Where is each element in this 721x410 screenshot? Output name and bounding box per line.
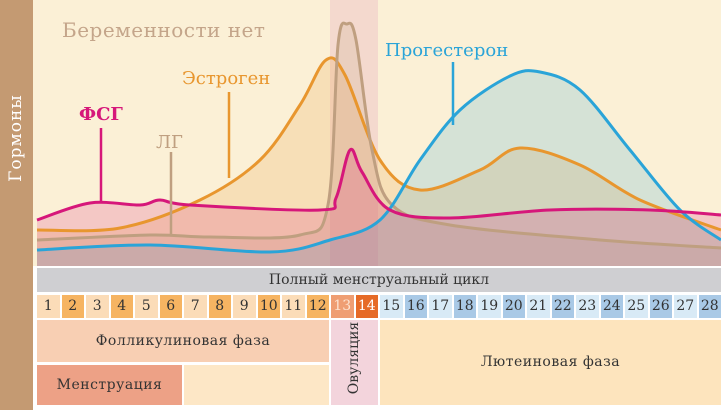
lh-curve xyxy=(36,21,721,250)
day-13: 13 xyxy=(331,295,354,318)
day-11: 11 xyxy=(282,295,305,318)
luteal-phase: Лютеиновая фаза xyxy=(380,320,721,405)
day-9: 9 xyxy=(233,295,256,318)
day-2: 2 xyxy=(61,295,84,318)
lh-curve-area xyxy=(37,23,721,266)
day-7: 7 xyxy=(184,295,207,318)
day-26: 26 xyxy=(649,295,672,318)
day-24: 24 xyxy=(600,295,623,318)
day-4: 4 xyxy=(110,295,133,318)
label-lh: ЛГ xyxy=(156,132,183,153)
day-8: 8 xyxy=(208,295,231,318)
day-6: 6 xyxy=(159,295,182,318)
day-27: 27 xyxy=(674,295,697,318)
day-19: 19 xyxy=(478,295,501,318)
label-fsh: ФСГ xyxy=(79,104,123,125)
day-25: 25 xyxy=(625,295,648,318)
day-20: 20 xyxy=(502,295,525,318)
day-22: 22 xyxy=(551,295,574,318)
day-1: 1 xyxy=(37,295,60,318)
y-axis-bar: Гормоны xyxy=(0,0,33,410)
y-axis-label: Гормоны xyxy=(6,94,26,182)
cycle-header: Полный менструальный цикл xyxy=(37,268,721,292)
day-12: 12 xyxy=(306,295,329,318)
hormone-curves xyxy=(33,0,721,266)
day-5: 5 xyxy=(135,295,158,318)
day-28: 28 xyxy=(698,295,721,318)
day-23: 23 xyxy=(576,295,599,318)
follicular-filler xyxy=(184,365,329,405)
follicular-phase: Фолликулиновая фаза xyxy=(37,320,329,362)
day-10: 10 xyxy=(257,295,280,318)
day-18: 18 xyxy=(453,295,476,318)
day-14: 14 xyxy=(355,295,378,318)
label-estrogen: Эстроген xyxy=(182,68,271,89)
day-row: 1 2 3 4 5 6 7 8 9 10 11 12 13 14 15 16 17 18 19 20 21 22 23 24 2… xyxy=(37,295,721,318)
day-17: 17 xyxy=(429,295,452,318)
estrogen-curve-area xyxy=(37,57,721,266)
title: Беременности нет xyxy=(62,18,266,42)
menstruation-phase: Менструация xyxy=(37,365,182,405)
estrogen-curve xyxy=(36,56,721,233)
progesterone-curve xyxy=(36,69,721,254)
fsh-curve xyxy=(36,147,721,222)
progesterone-curve-area xyxy=(37,70,721,266)
day-3: 3 xyxy=(86,295,109,318)
day-15: 15 xyxy=(380,295,403,318)
day-21: 21 xyxy=(527,295,550,318)
ovulation-label: Овуляция xyxy=(346,321,362,395)
day-16: 16 xyxy=(404,295,427,318)
ovulation-phase: Овуляция xyxy=(331,320,378,405)
label-progesterone: Прогестерон xyxy=(385,40,509,61)
